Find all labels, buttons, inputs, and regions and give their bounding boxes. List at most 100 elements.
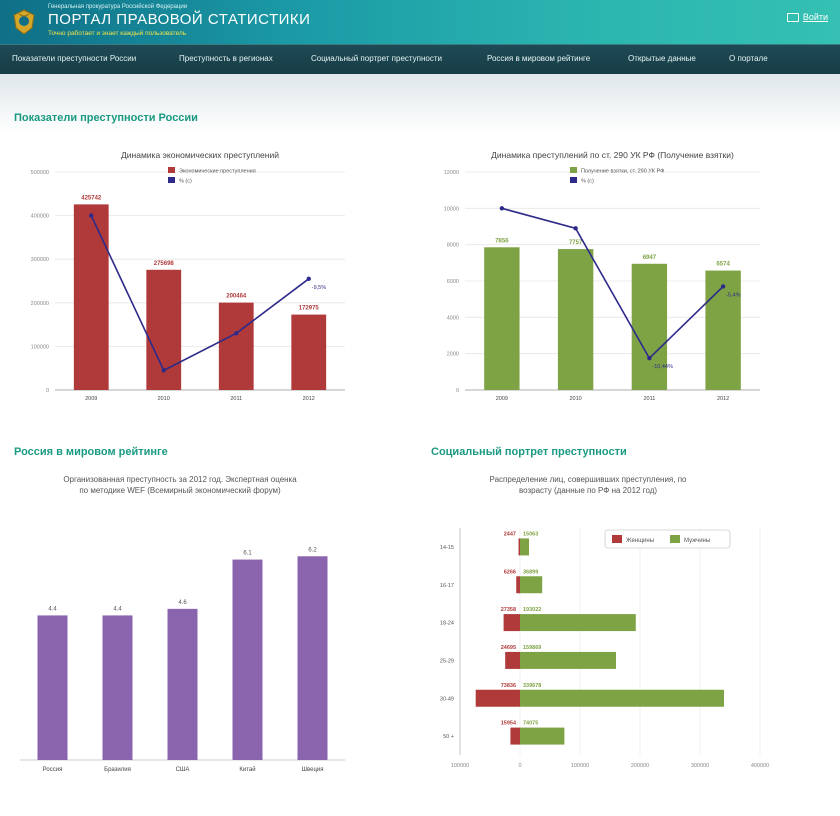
y-tick-label: 300000 xyxy=(31,257,49,263)
y-tick-label: 400000 xyxy=(31,214,49,220)
bar-value-label: 4.6 xyxy=(178,600,187,606)
bar xyxy=(218,302,254,390)
section-title-world: Россия в мировом рейтинге xyxy=(14,446,168,458)
trend-point xyxy=(161,368,166,373)
bar-male xyxy=(520,727,565,745)
x-tick-label: 2009 xyxy=(496,396,508,402)
bar-male xyxy=(520,689,724,707)
female-value-label: 27358 xyxy=(501,607,516,613)
bar xyxy=(102,615,133,760)
portal-title: ПОРТАЛ ПРАВОВОЙ СТАТИСТИКИ xyxy=(48,11,311,28)
nav-item-indicators[interactable]: Показатели преступности России xyxy=(12,54,137,63)
trend-point xyxy=(647,356,652,361)
legend-swatch xyxy=(670,535,680,543)
chart-economic: Динамика экономических преступлений 0 1000… xyxy=(31,150,345,402)
male-value-label: 74075 xyxy=(523,721,538,727)
x-tick-label: 400000 xyxy=(751,763,769,769)
portal-header: Генеральная прокуратура Российской Федер… xyxy=(0,0,840,44)
bar-male xyxy=(520,614,636,632)
legend-swatch xyxy=(570,167,577,173)
chart-title: по методике WEF (Всемирный экономический… xyxy=(79,486,281,495)
x-tick-label: 0 xyxy=(518,763,521,769)
bar xyxy=(631,263,668,390)
bar-value-label: 7757 xyxy=(569,240,583,246)
y-tick-label: 30-49 xyxy=(440,696,454,702)
login-link[interactable]: Войти xyxy=(786,12,828,22)
y-tick-label: 200000 xyxy=(31,301,49,307)
y-tick-label: 8000 xyxy=(447,243,459,249)
x-tick-label: Бразилия xyxy=(104,767,131,773)
bar-value-label: 6.2 xyxy=(308,547,317,553)
chart-social-portrait: Распределение лиц, совершивших преступле… xyxy=(440,475,769,769)
bar-value-label: 6574 xyxy=(716,262,730,268)
legend-swatch xyxy=(570,177,577,183)
nav-item-world[interactable]: Россия в мировом рейтинге xyxy=(487,54,591,63)
bar-female xyxy=(505,651,520,669)
legend-box xyxy=(604,529,731,549)
bar-value-label: 172975 xyxy=(299,306,320,312)
male-value-label: 159869 xyxy=(523,645,541,651)
bar-value-label: 4.4 xyxy=(48,606,57,612)
legend-label: Женщины xyxy=(626,538,654,544)
legend-label: % (с) xyxy=(179,179,192,185)
x-tick-label: 2011 xyxy=(643,396,655,402)
nav-item-regions[interactable]: Преступность в регионах xyxy=(179,54,273,63)
chart-title: Динамика преступлений по ст. 290 УК РФ (… xyxy=(491,150,734,160)
bar-female xyxy=(503,614,520,632)
chart-title: Распределение лиц, совершивших преступле… xyxy=(490,475,688,484)
bar-male xyxy=(520,538,529,556)
bar-female xyxy=(516,576,520,594)
legend-label: Мужчины xyxy=(684,538,710,544)
y-tick-label: 6000 xyxy=(447,279,459,285)
bar-value-label: 6.1 xyxy=(243,551,252,557)
female-value-label: 73836 xyxy=(501,683,516,689)
chart-title: Организованная преступность за 2012 год.… xyxy=(63,475,297,484)
trend-point xyxy=(573,226,578,231)
y-tick-label: 2000 xyxy=(447,352,459,358)
y-tick-label: 25-29 xyxy=(440,658,454,664)
chart-bribery: Динамика преступлений по ст. 290 УК РФ (… xyxy=(444,150,760,402)
bar xyxy=(484,247,520,390)
bar-value-label: 275698 xyxy=(154,261,175,267)
bar-female xyxy=(510,727,520,745)
bar-female xyxy=(518,538,520,556)
nav-item-about[interactable]: О портале xyxy=(729,54,768,63)
y-tick-label: 0 xyxy=(46,388,49,394)
trend-label: -10,44% xyxy=(652,364,673,370)
trend-point xyxy=(234,331,239,336)
chart-title: возрасту (данные по РФ на 2012 год) xyxy=(519,486,657,495)
legend-swatch xyxy=(612,535,622,543)
legend-swatch xyxy=(168,177,175,183)
bar-value-label: 425742 xyxy=(81,195,102,201)
emblem-icon xyxy=(13,9,35,35)
x-tick-label: 2009 xyxy=(85,396,97,402)
trend-point xyxy=(720,284,726,289)
legend-label: Экономические преступления xyxy=(179,169,256,175)
male-value-label: 15063 xyxy=(523,531,538,537)
x-tick-label: Россия xyxy=(43,767,63,773)
trend-label: -5,4% xyxy=(726,292,740,298)
x-tick-label: 2010 xyxy=(570,396,582,402)
bar xyxy=(705,270,741,390)
y-tick-label: 100000 xyxy=(31,344,49,350)
trend-line xyxy=(501,207,724,360)
nav-item-social[interactable]: Социальный портрет преступности xyxy=(311,54,442,63)
main-nav: Показатели преступности России Преступно… xyxy=(0,44,840,74)
section-title-social: Социальный портрет преступности xyxy=(431,446,627,458)
bar-value-label: 6947 xyxy=(643,255,657,261)
y-tick-label: 500000 xyxy=(31,170,49,176)
nav-item-open-data[interactable]: Открытые данные xyxy=(628,54,696,63)
male-value-label: 36899 xyxy=(523,569,538,575)
female-value-label: 6266 xyxy=(504,569,516,575)
bar xyxy=(297,556,328,760)
bar xyxy=(291,314,327,390)
legend-swatch xyxy=(168,167,175,173)
y-tick-label: 10000 xyxy=(444,206,459,212)
y-tick-label: 12000 xyxy=(444,170,459,176)
x-tick-label: 2010 xyxy=(158,396,170,402)
x-tick-label: 100000 xyxy=(451,763,469,769)
male-value-label: 193022 xyxy=(523,607,541,613)
x-tick-label: 2012 xyxy=(717,396,729,402)
nav-shadow xyxy=(0,74,840,134)
x-tick-label: 100000 xyxy=(571,763,589,769)
